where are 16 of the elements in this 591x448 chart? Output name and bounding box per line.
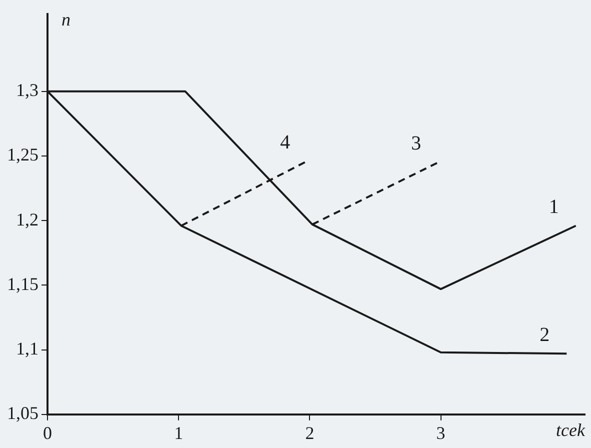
series-label: 1: [548, 196, 559, 218]
series-label: 3: [411, 132, 422, 155]
series-label: 4: [280, 131, 290, 154]
series-label: 2: [540, 324, 550, 346]
y-tick-label: 1,2: [16, 209, 38, 230]
y-tick-label: 1,05: [7, 403, 38, 424]
y-tick-label: 1,25: [7, 144, 38, 165]
y-tick-label: 1,15: [7, 274, 38, 294]
x-tick-label: 0: [43, 422, 52, 443]
x-tick-label: 3: [436, 422, 446, 443]
x-tick-label: 2: [305, 422, 314, 443]
y-tick-label: 1,1: [16, 338, 38, 359]
y-tick-label: 1,3: [16, 80, 38, 100]
x-tick-label: 1: [174, 422, 184, 443]
y-axis-title: n: [62, 10, 70, 30]
x-axis-title: tcek: [556, 420, 586, 440]
